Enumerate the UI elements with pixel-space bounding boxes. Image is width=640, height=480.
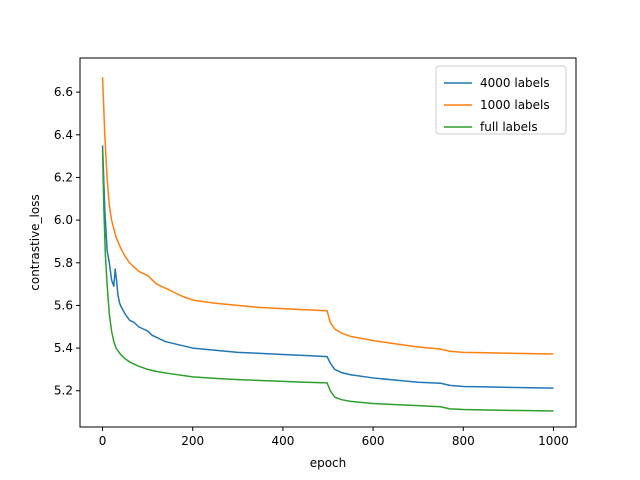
y-axis-ticks: 5.2 5.4 5.6 5.8 6.0 6.2 6.4 6.6 [54,85,80,398]
y-tick-label: 6.0 [54,213,73,227]
legend-entry: 1000 labels [480,98,550,112]
series-line-2 [101,149,554,412]
y-tick-label: 6.4 [54,128,73,142]
plot-frame [79,57,577,428]
legend-entry: full labels [480,120,538,134]
series-line-1 [101,77,554,355]
x-tick-label: 800 [452,434,475,448]
plot-lines [101,77,554,412]
y-tick-label: 6.6 [54,85,73,99]
y-tick-label: 5.8 [54,256,73,270]
y-tick-label: 5.2 [54,384,73,398]
x-axis-label: epoch [310,456,347,470]
x-tick-label: 0 [99,434,107,448]
y-tick-label: 5.6 [54,298,73,312]
x-axis-ticks: 0 200 400 600 800 1000 [99,427,569,448]
x-tick-label: 200 [181,434,204,448]
y-tick-label: 6.2 [54,170,73,184]
y-axis-label: contrastive_loss [28,194,42,291]
legend-entry: 4000 labels [480,76,550,90]
legend: 4000 labels 1000 labels full labels [435,65,567,135]
x-tick-label: 600 [362,434,385,448]
y-tick-label: 5.4 [54,341,73,355]
series-line-0 [101,145,554,389]
x-tick-label: 1000 [538,434,569,448]
x-tick-label: 400 [271,434,294,448]
